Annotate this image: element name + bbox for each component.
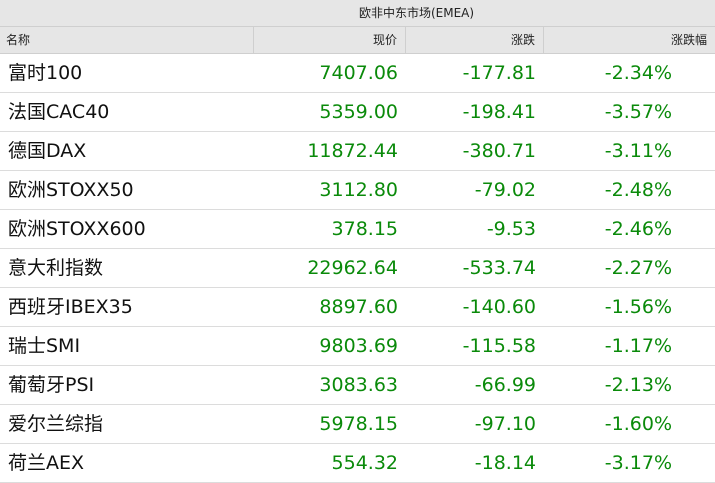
index-change: -18.14: [474, 452, 536, 474]
index-change: -97.10: [474, 413, 536, 435]
index-price: 9803.69: [319, 335, 398, 357]
column-header-change-percent[interactable]: 涨跌幅: [670, 33, 707, 47]
index-name: 荷兰AEX: [8, 452, 85, 474]
index-price: 554.32: [331, 452, 398, 474]
index-change-percent: -3.11%: [604, 140, 672, 162]
table-row[interactable]: 欧洲STOXX50 3112.80 -79.02 -2.48%: [0, 171, 715, 210]
index-name: 德国DAX: [8, 140, 87, 162]
index-name: 法国CAC40: [8, 101, 110, 123]
index-name: 葡萄牙PSI: [8, 374, 95, 396]
index-price: 22962.64: [307, 257, 398, 279]
table-row[interactable]: 荷兰AEX 554.32 -18.14 -3.17%: [0, 444, 715, 483]
index-name: 西班牙IBEX35: [8, 296, 133, 318]
table-title-row: 欧非中东市场(EMEA): [0, 0, 715, 27]
table-row[interactable]: 德国DAX 11872.44 -380.71 -3.11%: [0, 132, 715, 171]
index-name: 意大利指数: [8, 257, 104, 279]
index-price: 5978.15: [319, 413, 398, 435]
index-change: -198.41: [462, 101, 536, 123]
index-change-percent: -2.48%: [604, 179, 672, 201]
index-change: -79.02: [474, 179, 536, 201]
index-price: 3083.63: [319, 374, 398, 396]
index-price: 8897.60: [319, 296, 398, 318]
index-name: 欧洲STOXX600: [8, 218, 146, 240]
index-name: 瑞士SMI: [8, 335, 81, 357]
index-change-percent: -1.56%: [604, 296, 672, 318]
table-row[interactable]: 法国CAC40 5359.00 -198.41 -3.57%: [0, 93, 715, 132]
index-change: -177.81: [462, 62, 536, 84]
index-price: 3112.80: [319, 179, 398, 201]
index-change: -9.53: [486, 218, 536, 240]
index-price: 378.15: [331, 218, 398, 240]
table-row[interactable]: 瑞士SMI 9803.69 -115.58 -1.17%: [0, 327, 715, 366]
index-change-percent: -3.17%: [604, 452, 672, 474]
column-header-change[interactable]: 涨跌: [406, 27, 544, 53]
column-header-price[interactable]: 现价: [254, 27, 406, 53]
index-price: 11872.44: [307, 140, 398, 162]
index-change-percent: -2.27%: [604, 257, 672, 279]
index-change-percent: -2.13%: [604, 374, 672, 396]
index-price: 5359.00: [319, 101, 398, 123]
index-name: 富时100: [8, 62, 83, 84]
index-name: 爱尔兰综指: [8, 413, 104, 435]
index-change: -533.74: [462, 257, 536, 279]
index-change: -66.99: [474, 374, 536, 396]
index-name: 欧洲STOXX50: [8, 179, 134, 201]
table-row[interactable]: 爱尔兰综指 5978.15 -97.10 -1.60%: [0, 405, 715, 444]
index-change-percent: -1.60%: [604, 413, 672, 435]
index-change: -140.60: [462, 296, 536, 318]
index-change-percent: -1.17%: [604, 335, 672, 357]
index-change-percent: -3.57%: [604, 101, 672, 123]
index-change: -380.71: [462, 140, 536, 162]
index-change-percent: -2.34%: [604, 62, 672, 84]
table-row[interactable]: 西班牙IBEX35 8897.60 -140.60 -1.56%: [0, 288, 715, 327]
index-change-percent: -2.46%: [604, 218, 672, 240]
index-price: 7407.06: [319, 62, 398, 84]
table-row[interactable]: 意大利指数 22962.64 -533.74 -2.27%: [0, 249, 715, 288]
table-row[interactable]: 葡萄牙PSI 3083.63 -66.99 -2.13%: [0, 366, 715, 405]
table-row[interactable]: 富时100 7407.06 -177.81 -2.34%: [0, 54, 715, 93]
table-row[interactable]: 欧洲STOXX600 378.15 -9.53 -2.46%: [0, 210, 715, 249]
column-header-row: 名称 现价 涨跌 涨跌幅: [0, 27, 715, 54]
column-header-name[interactable]: 名称: [0, 27, 254, 53]
table-title: 欧非中东市场(EMEA): [358, 6, 475, 20]
index-change: -115.58: [462, 335, 536, 357]
